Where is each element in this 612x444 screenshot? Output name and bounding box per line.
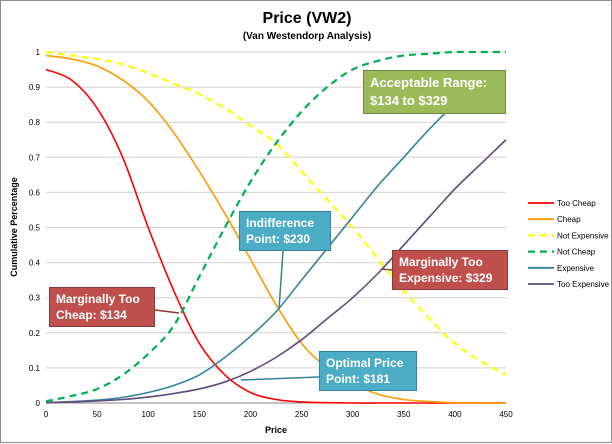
legend-label: Expensive [557,264,594,273]
marginally-too-cheap-callout: Marginally Too Cheap: $134 [49,287,155,327]
chart-subtitle: (Van Westendorp Analysis) [243,31,371,42]
series-line-not-cheap [45,50,506,403]
optimal-price-point-callout: Optimal Price Point: $181 [319,351,417,391]
x-tick-label: 50 [93,410,102,419]
callout-leader-line [278,250,284,310]
callout-leader-line [154,309,180,314]
x-tick-label: 0 [44,410,49,419]
legend-label: Not Cheap [557,248,596,257]
y-tick-label: 0.7 [29,153,41,162]
y-tick-label: 0 [36,399,41,408]
y-tick-label: 0.9 [29,83,41,92]
legend-label: Cheap [557,215,581,224]
x-tick-label: 350 [397,410,411,419]
x-tick-label: 150 [193,410,207,419]
callout-line: Optimal Price [326,356,404,370]
legend-label: Too Expensive [557,280,610,289]
marginally-too-expensive-callout: Marginally Too Expensive: $329 [392,250,508,290]
x-tick-label: 450 [499,410,513,419]
callout-line: $134 to $329 [370,93,448,108]
series-line-too-cheap [45,68,506,404]
callout-leader-line [240,376,320,381]
legend-label: Too Cheap [557,199,596,208]
y-tick-label: 0.5 [29,224,41,233]
y-tick-label: 0.6 [29,188,41,197]
chart-title: Price (VW2) [263,10,352,27]
x-tick-label: 250 [295,410,309,419]
callout-line: Point: $181 [326,372,391,386]
y-tick-label: 1 [36,48,41,57]
indifference-point-callout: Indifference Point: $230 [239,211,331,251]
series-line-cheap [45,54,507,404]
y-tick-label: 0.2 [29,329,41,338]
y-tick-label: 0.1 [29,364,41,373]
callout-line: Marginally Too [399,255,483,269]
y-axis-label: Cumulative Percentage [9,177,19,277]
series-line-expensive [45,79,507,404]
y-tick-label: 0.8 [29,118,41,127]
x-tick-label: 200 [244,410,258,419]
acceptable-range-callout: Acceptable Range: $134 to $329 [363,70,506,114]
series-line-too-expensive [45,139,507,404]
series-line-not-expensive [45,50,507,376]
callout-line: Cheap: $134 [56,308,127,322]
x-tick-label: 400 [448,410,462,419]
callout-line: Acceptable Range: [370,75,488,90]
x-tick-label: 100 [142,410,156,419]
y-tick-label: 0.4 [29,259,41,268]
callout-line: Indifference [246,216,315,230]
callout-line: Point: $230 [246,232,311,246]
x-axis-label: Price [265,425,287,435]
legend-label: Not Expensive [557,231,609,240]
x-tick-label: 300 [346,410,360,419]
callout-line: Expensive: $329 [399,271,493,285]
y-tick-label: 0.3 [29,294,41,303]
callout-line: Marginally Too [56,292,140,306]
